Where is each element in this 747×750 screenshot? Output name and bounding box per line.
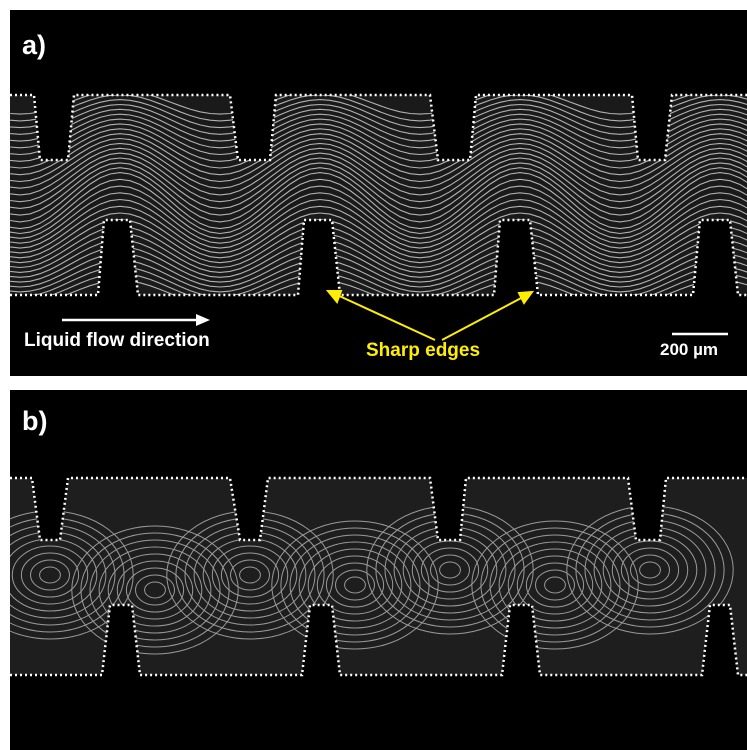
flow-streak bbox=[10, 118, 747, 156]
flow-streak bbox=[10, 142, 747, 189]
vortex-streak bbox=[211, 545, 289, 605]
flow-streak bbox=[10, 95, 747, 115]
vortex-streak bbox=[420, 547, 480, 593]
vortex-streak bbox=[220, 552, 280, 598]
vortex-streak bbox=[471, 520, 639, 650]
flow-streak bbox=[10, 198, 747, 249]
vortex-streak bbox=[98, 546, 212, 634]
vortex-streak bbox=[525, 562, 585, 608]
vortex-streak bbox=[489, 534, 621, 636]
vortex-streak bbox=[439, 561, 461, 579]
panel-label-a: a) bbox=[22, 30, 47, 60]
flow-streaks-a bbox=[10, 95, 747, 295]
vortex-streak bbox=[516, 555, 594, 615]
vortex-streak bbox=[498, 541, 612, 629]
vortex-streak bbox=[344, 576, 366, 594]
flow-streak bbox=[10, 99, 747, 129]
vortex-streak bbox=[239, 566, 261, 584]
vortex-streak bbox=[316, 555, 394, 615]
vortex-streak bbox=[325, 562, 385, 608]
vortex-streak bbox=[144, 581, 166, 599]
micrograph-b bbox=[10, 476, 747, 677]
vortex-streak bbox=[230, 559, 270, 591]
flow-streak bbox=[10, 103, 747, 135]
channel-boundary-bottom-a bbox=[10, 218, 747, 297]
flow-streak bbox=[10, 167, 747, 223]
vortex-streak bbox=[39, 566, 61, 584]
flow-streak bbox=[10, 108, 747, 142]
vortex-streak bbox=[20, 552, 80, 598]
vortex-streak bbox=[544, 576, 566, 594]
flow-streak bbox=[10, 113, 747, 149]
vortex-streak bbox=[125, 567, 185, 613]
vortex-streak bbox=[135, 574, 175, 606]
vortex-streak bbox=[639, 561, 661, 579]
vortex-streak bbox=[507, 548, 603, 622]
panel-b: b) bbox=[10, 390, 747, 750]
vortex-streaks-b bbox=[10, 478, 747, 675]
vortex-streak bbox=[289, 534, 421, 636]
channel-boundary-top-b bbox=[10, 476, 747, 542]
flow-streak bbox=[10, 162, 747, 216]
vortex-streak bbox=[30, 559, 70, 591]
micrograph-a bbox=[10, 93, 747, 341]
vortex-streak bbox=[116, 560, 194, 620]
vortex-streak bbox=[335, 569, 375, 601]
panel-label-b: b) bbox=[22, 406, 48, 436]
vortex-streak bbox=[430, 554, 470, 586]
vortex-streak bbox=[620, 547, 680, 593]
flow-streak bbox=[10, 133, 747, 176]
flow-streak bbox=[10, 157, 747, 209]
flow-direction-arrow bbox=[62, 314, 210, 326]
vortex-streak bbox=[107, 553, 203, 627]
vortex-streak bbox=[298, 541, 412, 629]
flow-direction-label: Liquid flow direction bbox=[24, 330, 210, 351]
sharp-edges-label: Sharp edges bbox=[366, 340, 481, 361]
vortex-streak bbox=[307, 548, 403, 622]
flow-streak bbox=[10, 205, 747, 254]
vortex-streak bbox=[535, 569, 575, 601]
scale-bar-label: 200 µm bbox=[660, 340, 718, 359]
flow-streak bbox=[10, 185, 747, 239]
flow-streak bbox=[10, 212, 747, 259]
flow-streak bbox=[10, 172, 747, 230]
flow-streak bbox=[10, 192, 747, 244]
flow-streak bbox=[10, 178, 747, 235]
flow-streak bbox=[10, 147, 747, 196]
flow-streak bbox=[10, 137, 747, 183]
flow-streak bbox=[10, 152, 747, 203]
vortex-streak bbox=[89, 539, 221, 641]
sharp-edges-arrows bbox=[325, 290, 535, 341]
vortex-streak bbox=[11, 545, 89, 605]
channel-boundary-bottom-b bbox=[10, 603, 747, 677]
flow-streak bbox=[10, 128, 747, 169]
vortex-streak bbox=[71, 525, 239, 655]
vortex-streak bbox=[271, 520, 439, 650]
vortex-streak bbox=[630, 554, 670, 586]
panel-a: a) Liquid flow direction Sharp edges 200… bbox=[10, 10, 747, 376]
flow-streak bbox=[10, 123, 747, 162]
